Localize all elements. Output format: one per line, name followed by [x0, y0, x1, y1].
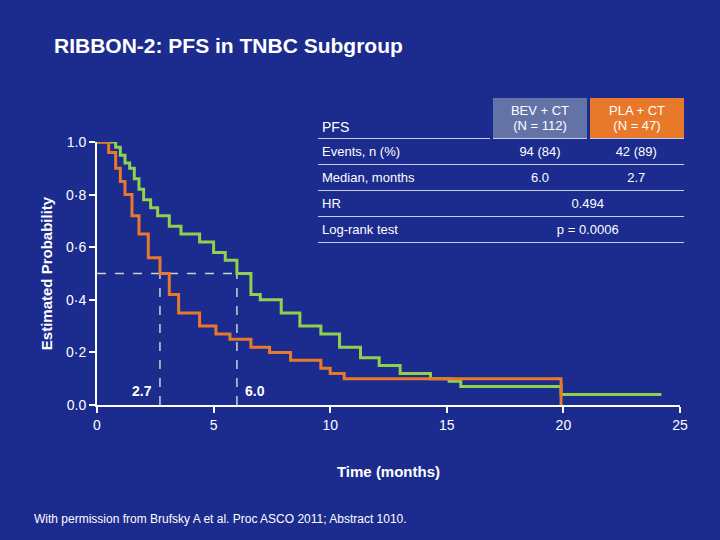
svg-text:0: 0: [93, 417, 101, 433]
html-text:PLA + CT: PLA + CT: [609, 103, 665, 118]
html-text:Events, n (%): Events, n (%): [322, 144, 400, 159]
svg-text:25: 25: [672, 417, 688, 433]
html-text:(N = 47): (N = 47): [613, 118, 661, 133]
html-text:BEV + CT: BEV + CT: [510, 103, 570, 118]
svg-text:Estimated Probability: Estimated Probability: [38, 196, 55, 350]
svg-text:0·2: 0·2: [66, 344, 86, 360]
html-text:HR: HR: [322, 196, 341, 211]
html-text:94 (84): 94 (84): [519, 144, 561, 159]
html-text:With permission from Brufsky A: With permission from Brufsky A et al. Pr…: [34, 512, 407, 526]
html-text:Median, months: Median, months: [322, 170, 415, 185]
svg-text:6.0: 6.0: [245, 383, 265, 399]
html-text:6.0: 6.0: [531, 170, 549, 185]
html-text:Log-rank test: Log-rank test: [322, 222, 398, 237]
svg-text:0·8: 0·8: [66, 187, 86, 203]
svg-text:15: 15: [439, 417, 455, 433]
svg-text:Time (months): Time (months): [337, 463, 440, 480]
html-text:PFS: PFS: [322, 119, 350, 135]
html-text:42 (89): 42 (89): [615, 144, 657, 159]
svg-text:2.7: 2.7: [132, 383, 152, 399]
html-text:2.7: 2.7: [627, 170, 646, 185]
svg-text:20: 20: [556, 417, 572, 433]
svg-text:RIBBON-2: PFS in TNBC Subgroup: RIBBON-2: PFS in TNBC Subgroup: [54, 34, 403, 57]
svg-text:0·4: 0·4: [66, 292, 86, 308]
svg-text:1.0: 1.0: [67, 134, 87, 150]
html-text:0.494: 0.494: [571, 196, 604, 211]
svg-text:10: 10: [322, 417, 338, 433]
svg-text:0.0: 0.0: [67, 397, 87, 413]
html-text:p = 0.0006: p = 0.0006: [556, 222, 619, 237]
svg-text:5: 5: [210, 417, 218, 433]
html-text:(N = 112): (N = 112): [513, 118, 567, 133]
svg-text:0·6: 0·6: [66, 239, 86, 255]
